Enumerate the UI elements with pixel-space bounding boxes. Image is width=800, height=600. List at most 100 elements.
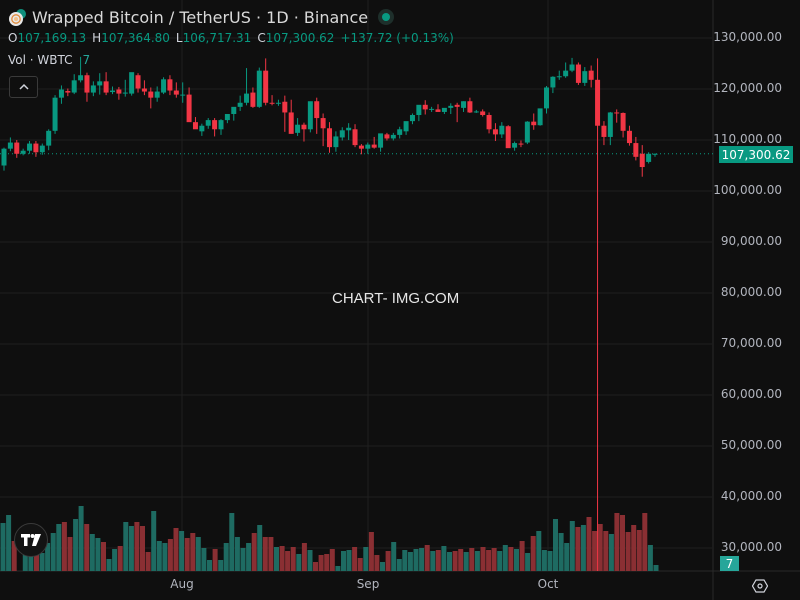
- ohlc-values: O 107,169.13 H 107,364.80 L 106,717.31 C…: [8, 29, 460, 47]
- volume-bar: [341, 551, 346, 571]
- volume-bar: [396, 559, 402, 571]
- candle-body: [626, 130, 632, 144]
- volume-bar: [67, 537, 73, 571]
- candle-body: [288, 112, 294, 134]
- volume-bar: [11, 541, 17, 571]
- candle-body: [33, 143, 39, 153]
- candle-body: [231, 106, 237, 114]
- candle-body: [371, 144, 377, 148]
- volume-bar: [424, 545, 430, 571]
- candle-body: [422, 104, 428, 110]
- candle-body: [180, 94, 186, 96]
- volume-bar: [140, 526, 145, 571]
- volume-bar: [363, 547, 369, 571]
- low-label: L: [175, 31, 183, 45]
- price-axis-label: 90,000.00: [720, 234, 782, 248]
- volume-bar: [519, 541, 525, 571]
- candle-body: [1, 148, 7, 166]
- candle-body: [269, 102, 275, 104]
- candle-body: [639, 153, 645, 168]
- volume-bar: [84, 524, 90, 571]
- candle-body: [352, 129, 358, 146]
- volume-bar: [279, 546, 285, 571]
- volume-bar: [290, 547, 296, 571]
- volume-bar: [385, 551, 391, 571]
- candle-body: [505, 126, 511, 149]
- candle-body: [620, 112, 626, 131]
- volume-bar: [502, 545, 508, 571]
- volume-bar: [497, 551, 503, 571]
- volume-bar: [162, 543, 168, 571]
- candle-body: [307, 101, 313, 130]
- volume-legend: Vol · WBTC 7: [8, 51, 460, 69]
- candle-body: [595, 79, 601, 126]
- close-value: 107,300.62: [265, 31, 335, 45]
- volume-bar: [246, 543, 252, 571]
- candle-body: [212, 120, 218, 130]
- settings-hexagon-icon[interactable]: [752, 578, 768, 594]
- volume-bar: [173, 528, 179, 571]
- candle-body: [550, 76, 556, 88]
- low-value: 106,717.31: [182, 31, 252, 45]
- volume-bar: [313, 562, 318, 571]
- high-label: H: [92, 31, 102, 45]
- volume-bar: [335, 566, 341, 571]
- candle-body: [384, 134, 390, 139]
- candle-body: [486, 115, 492, 130]
- candle-body: [473, 111, 479, 113]
- volume-bar: [614, 513, 620, 571]
- volume-bar: [625, 532, 631, 571]
- volume-bar: [463, 552, 469, 571]
- candle-body: [122, 92, 128, 94]
- time-axis-label: Sep: [356, 577, 380, 591]
- candle-body: [71, 80, 77, 93]
- volume-bar: [134, 522, 140, 571]
- symbol-title[interactable]: Wrapped Bitcoin / TetherUS · 1D · Binanc…: [32, 7, 369, 27]
- candle-body: [575, 64, 581, 83]
- candle-body: [563, 70, 569, 77]
- volume-bar: [329, 549, 335, 571]
- volume-bar: [636, 530, 642, 571]
- volume-bar: [569, 521, 575, 571]
- volume-bar: [123, 522, 129, 571]
- volume-bar: [458, 549, 464, 571]
- market-open-dot-icon: [378, 9, 395, 25]
- candle-body: [7, 142, 13, 149]
- chevron-up-icon: [18, 83, 29, 90]
- volume-bar: [179, 531, 185, 571]
- candle-body: [148, 91, 154, 98]
- candle-body: [173, 90, 179, 95]
- price-axis-label: 70,000.00: [720, 336, 782, 350]
- volume-bar: [491, 548, 497, 571]
- collapse-legend-button[interactable]: [9, 76, 38, 98]
- candle-body: [129, 72, 135, 94]
- tradingview-logo-icon[interactable]: [14, 523, 48, 557]
- candle-body: [601, 125, 607, 137]
- volume-bar: [251, 533, 257, 571]
- candle-body: [346, 127, 352, 131]
- candle-body: [275, 102, 281, 104]
- candle-body: [154, 91, 160, 98]
- volume-bar: [234, 537, 240, 571]
- volume-bar: [558, 533, 564, 571]
- volume-bar: [547, 551, 553, 571]
- volume-label[interactable]: Vol · WBTC: [8, 53, 73, 67]
- volume-bar: [151, 511, 157, 571]
- volume-bar: [324, 554, 330, 571]
- volume-bar: [274, 547, 279, 571]
- candle-body: [556, 76, 562, 78]
- candle-body: [652, 153, 658, 155]
- candle-body: [633, 143, 639, 157]
- candle-body: [365, 144, 371, 149]
- candle-body: [263, 70, 269, 103]
- open-label: O: [8, 31, 18, 45]
- volume-bar: [469, 548, 475, 571]
- candle-body: [512, 143, 518, 148]
- candle-body: [20, 150, 26, 154]
- volume-bar: [653, 565, 659, 571]
- volume-bar: [268, 537, 274, 571]
- candle-body: [607, 112, 613, 137]
- candle-body: [244, 93, 250, 103]
